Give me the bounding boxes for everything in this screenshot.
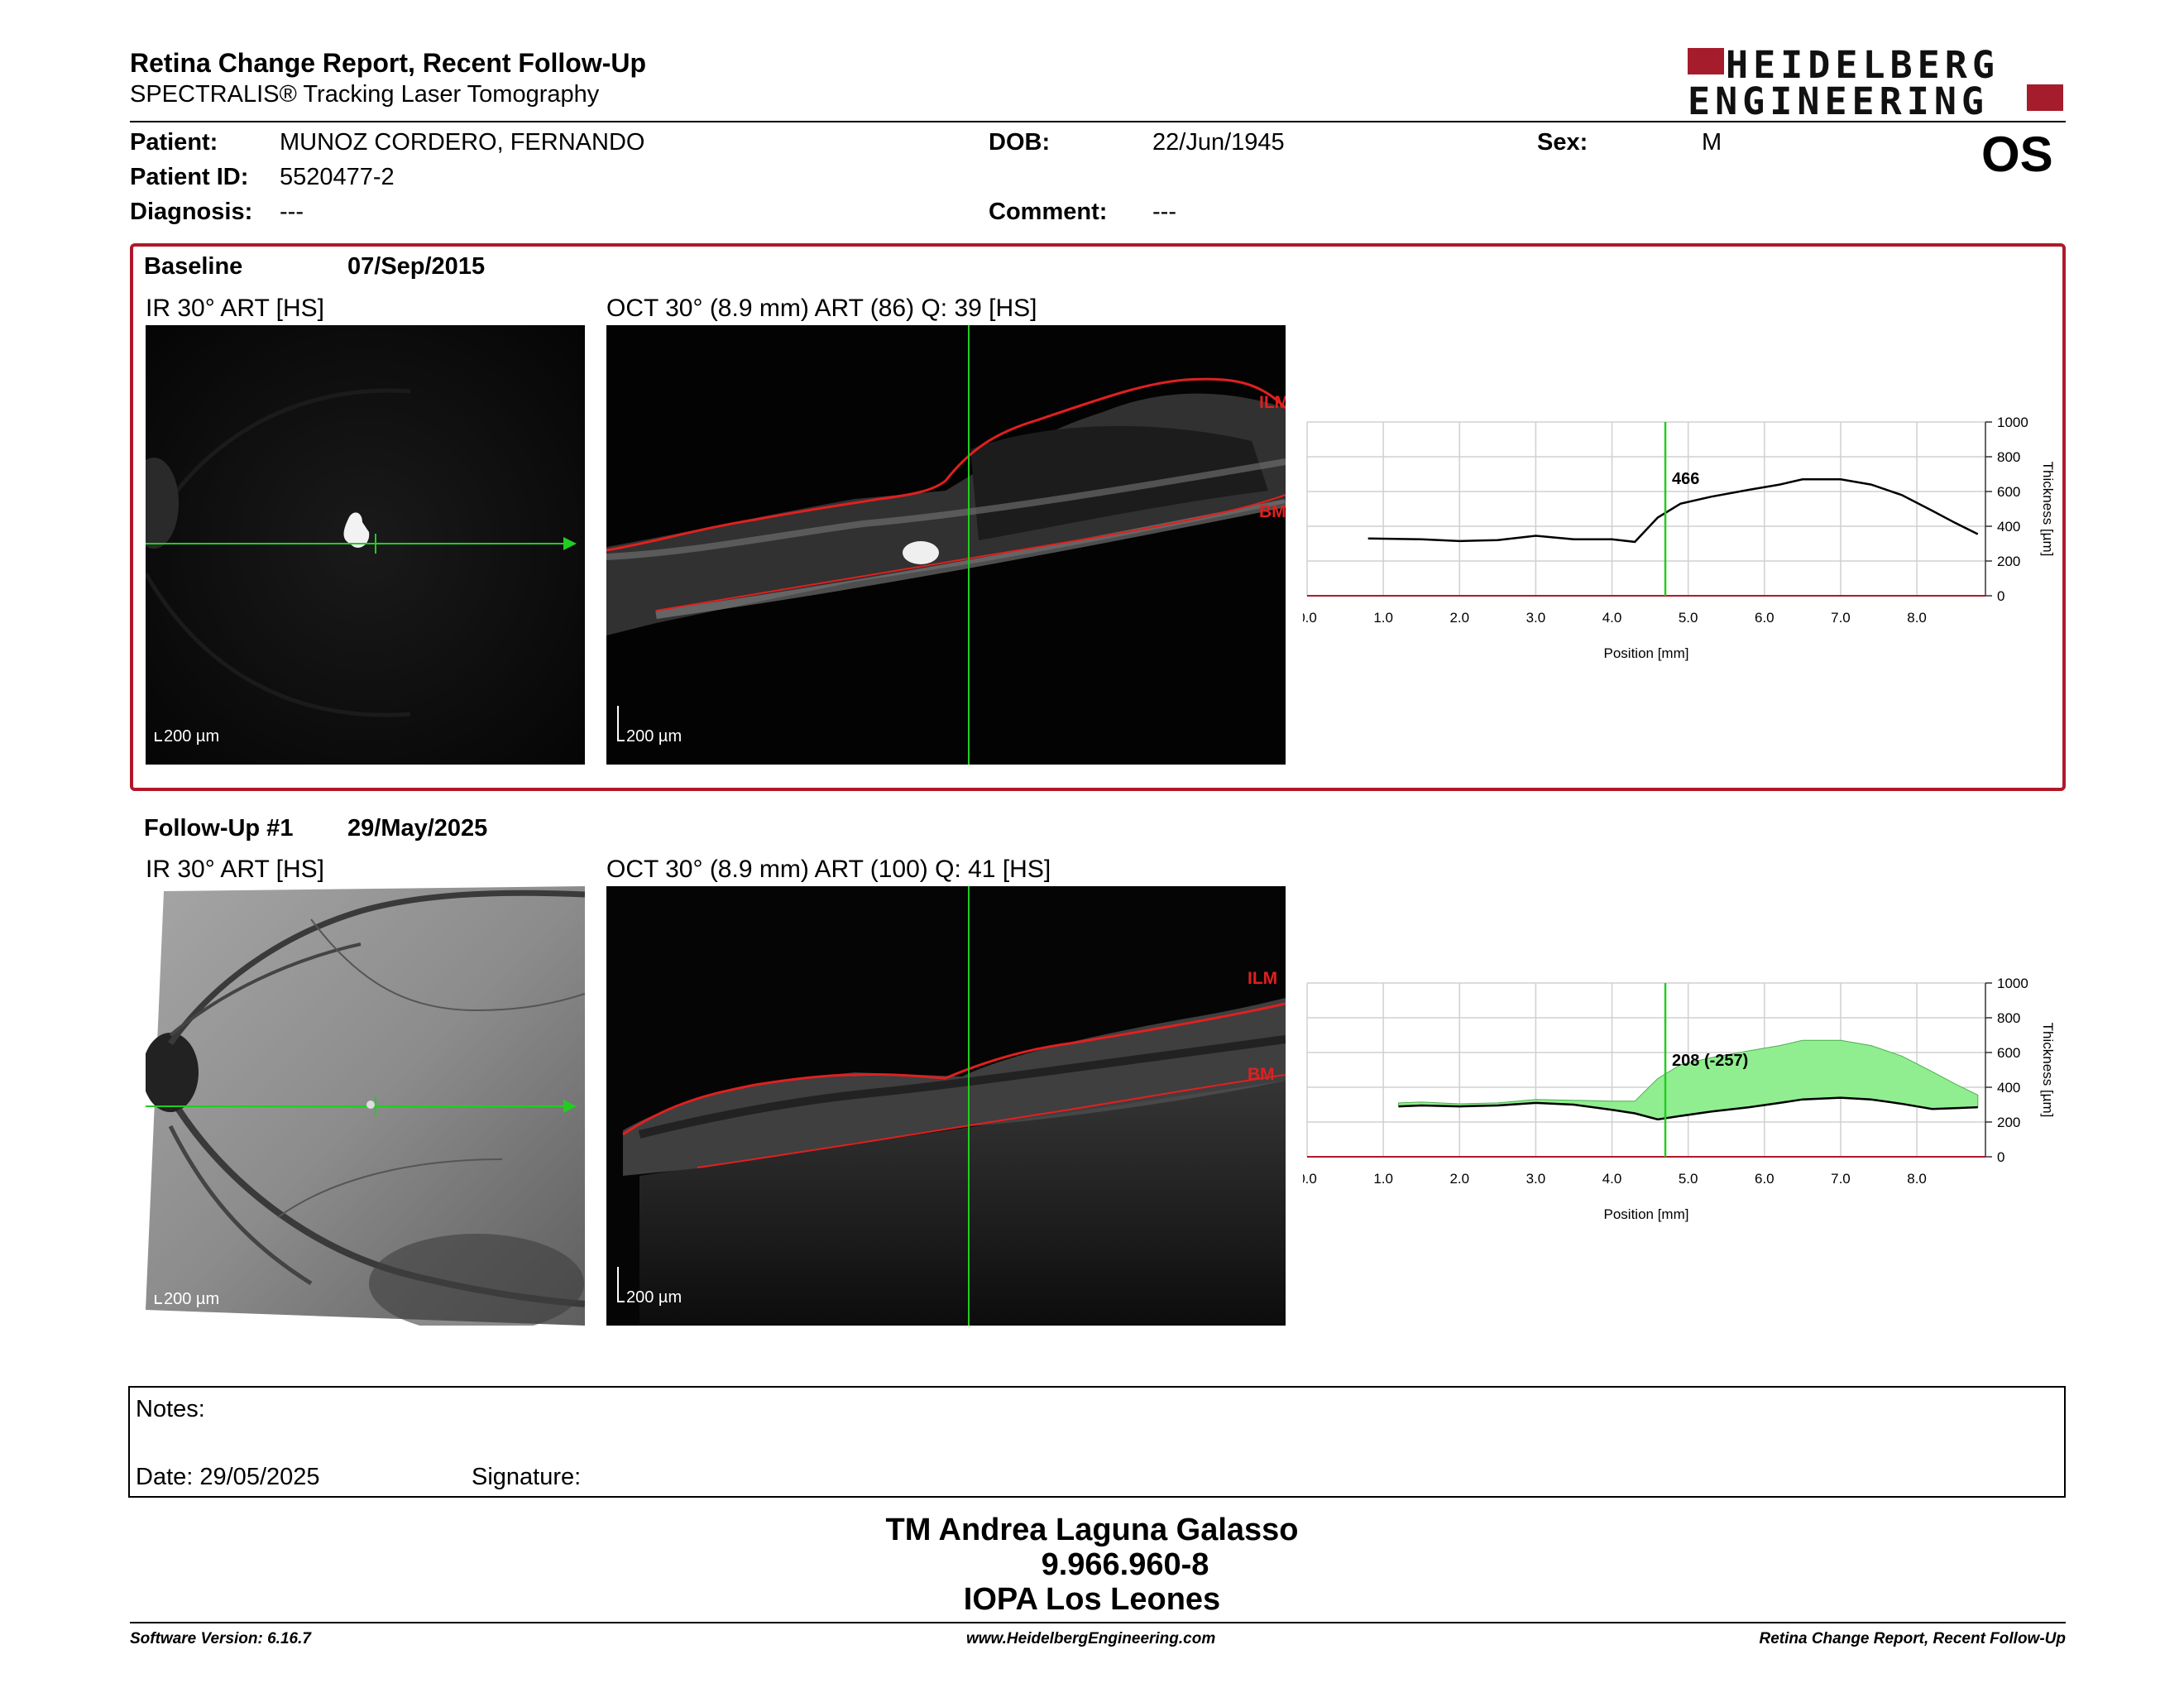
baseline-date: 07/Sep/2015	[347, 253, 486, 280]
chart-x-tick-label: 8.0	[1907, 610, 1927, 626]
footer-report-title: Retina Change Report, Recent Follow-Up	[1759, 1630, 2066, 1647]
chart-y-tick-label: 600	[1997, 484, 2020, 500]
dob-label: DOB:	[989, 129, 1051, 156]
chart-y-tick-label: 1000	[1997, 415, 2028, 430]
heidelberg-logo: HEIDELBERG ENGINEERING	[1688, 43, 2068, 123]
chart-y-tick-label: 200	[1997, 1115, 2020, 1130]
baseline-oct-scale: 200 µm	[626, 727, 682, 746]
chart-x-tick-label: 5.0	[1679, 1171, 1698, 1187]
chart-y-tick-label: 0	[1997, 588, 2004, 604]
diagnosis-value: ---	[280, 199, 304, 225]
chart-series-line	[1367, 478, 1979, 544]
chart-series-line	[1398, 1096, 1978, 1121]
logo-square-icon	[1688, 48, 1724, 74]
report-title: Retina Change Report, Recent Follow-Up	[130, 48, 647, 78]
followup-bm-label: BM	[1248, 1065, 1275, 1084]
chart-x-tick-label: 6.0	[1755, 1171, 1774, 1187]
chart-y-tick-label: 1000	[1997, 976, 2028, 991]
logo-square-icon	[2027, 84, 2063, 111]
chart-x-tick-label: 2.0	[1449, 1171, 1469, 1187]
signature-label: Signature:	[472, 1464, 582, 1490]
baseline-thickness-chart: 0 200 400 600 800 1000 0.0 1.0 2.0 3.0 4.0 5.0 6.0 7.…	[1303, 415, 2056, 661]
chart-x-tick-label: 0.0	[1303, 610, 1317, 626]
notes-box[interactable]: Notes: Date: 29/05/2025 Signature:	[128, 1386, 2066, 1498]
website-link[interactable]: www.HeidelbergEngineering.com	[966, 1630, 1216, 1647]
baseline-oct-label: OCT 30° (8.9 mm) ART (86) Q: 39 [HS]	[606, 295, 1037, 322]
chart-y-tick-label: 800	[1997, 1010, 2020, 1026]
chart-x-tick-label: 0.0	[1303, 1171, 1317, 1187]
followup-fundus-svg	[146, 886, 585, 1326]
dob-value: 22/Jun/1945	[1152, 129, 1285, 156]
followup-ir-scale: 200 µm	[164, 1290, 220, 1308]
notes-date: Date: 29/05/2025	[136, 1464, 320, 1490]
chart-y-tick-label: 200	[1997, 554, 2020, 569]
sex-value: M	[1702, 129, 1722, 156]
followup-ilm-label: ILM	[1248, 969, 1277, 988]
signer-id: 9.966.960-8	[1041, 1547, 1209, 1582]
baseline-ilm-label: ILM	[1259, 393, 1286, 412]
chart-x-tick-label: 4.0	[1602, 610, 1622, 626]
chart-y-tick-label: 400	[1997, 1080, 2020, 1096]
followup-ir-image[interactable]: 200 µm	[146, 886, 585, 1326]
followup-oct-svg: ILM BM	[606, 886, 1286, 1326]
baseline-ir-scale: 200 µm	[164, 727, 220, 746]
eye-indicator: OS	[1981, 127, 2053, 182]
chart-x-tick-label: 4.0	[1602, 1171, 1622, 1187]
chart-x-tick-label: 7.0	[1831, 1171, 1851, 1187]
baseline-fundus-svg	[146, 325, 585, 765]
sex-label: Sex:	[1537, 129, 1588, 156]
signer-org: IOPA Los Leones	[963, 1582, 1221, 1617]
chart-x-axis-label: Position [mm]	[1604, 1206, 1689, 1222]
chart-x-tick-label: 1.0	[1373, 1171, 1393, 1187]
chart-y-tick-label: 400	[1997, 519, 2020, 535]
patient-id: 5520477-2	[280, 164, 395, 190]
footer-divider	[130, 1622, 2066, 1623]
patient-name-label: Patient:	[130, 129, 218, 156]
baseline-frame	[130, 243, 2066, 791]
chart-x-tick-label: 3.0	[1526, 1171, 1546, 1187]
chart-y-axis-label: Thickness [µm]	[2040, 1023, 2056, 1118]
chart-x-axis-label: Position [mm]	[1604, 645, 1689, 661]
patient-name: MUNOZ CORDERO, FERNANDO	[280, 129, 645, 156]
chart-x-tick-label: 2.0	[1449, 610, 1469, 626]
chart-x-tick-label: 6.0	[1755, 610, 1774, 626]
followup-date: 29/May/2025	[347, 815, 488, 842]
followup-label: Follow-Up #1	[144, 815, 294, 842]
chart-x-tick-label: 8.0	[1907, 1171, 1927, 1187]
followup-oct-scale: 200 µm	[626, 1288, 682, 1307]
chart-y-axis-label: Thickness [µm]	[2040, 462, 2056, 557]
baseline-oct-svg: ILM BM	[606, 325, 1286, 765]
followup-oct-image[interactable]: ILM BM 200 µm	[606, 886, 1286, 1326]
chart-y-tick-label: 800	[1997, 449, 2020, 465]
followup-thickness-chart: 0 200 400 600 800 1000 0.0 1.0 2.0 3.0 4.0 5.0 6.0 7.…	[1303, 976, 2056, 1222]
chart-x-tick-label: 7.0	[1831, 610, 1851, 626]
software-version: Software Version: 6.16.7	[130, 1630, 311, 1647]
chart-x-tick-label: 3.0	[1526, 610, 1546, 626]
followup-ir-label: IR 30° ART [HS]	[146, 856, 324, 883]
baseline-bm-label: BM	[1259, 502, 1286, 521]
header-divider	[130, 121, 2066, 122]
comment-label: Comment:	[989, 199, 1108, 225]
logo-line1: HEIDELBERG	[1726, 43, 2000, 87]
comment-value: ---	[1152, 199, 1176, 225]
signer-name: TM Andrea Laguna Galasso	[885, 1513, 1299, 1547]
chart-x-tick-label: 1.0	[1373, 610, 1393, 626]
chart-y-tick-label: 0	[1997, 1149, 2004, 1165]
baseline-label: Baseline	[144, 253, 243, 280]
chart-cursor-label: 208 (-257)	[1672, 1052, 1748, 1070]
report-subtitle: SPECTRALIS® Tracking Laser Tomography	[130, 81, 600, 108]
baseline-ir-image[interactable]: 200 µm	[146, 325, 585, 765]
logo-line2: ENGINEERING	[1688, 79, 1990, 123]
notes-label: Notes:	[136, 1396, 205, 1422]
baseline-ir-label: IR 30° ART [HS]	[146, 295, 324, 322]
followup-oct-label: OCT 30° (8.9 mm) ART (100) Q: 41 [HS]	[606, 856, 1051, 883]
baseline-oct-image[interactable]: ILM BM 200 µm	[606, 325, 1286, 765]
patient-id-label: Patient ID:	[130, 164, 249, 190]
diagnosis-label: Diagnosis:	[130, 199, 253, 225]
chart-x-tick-label: 5.0	[1679, 610, 1698, 626]
chart-cursor-label: 466	[1672, 470, 1699, 488]
chart-y-tick-label: 600	[1997, 1045, 2020, 1061]
